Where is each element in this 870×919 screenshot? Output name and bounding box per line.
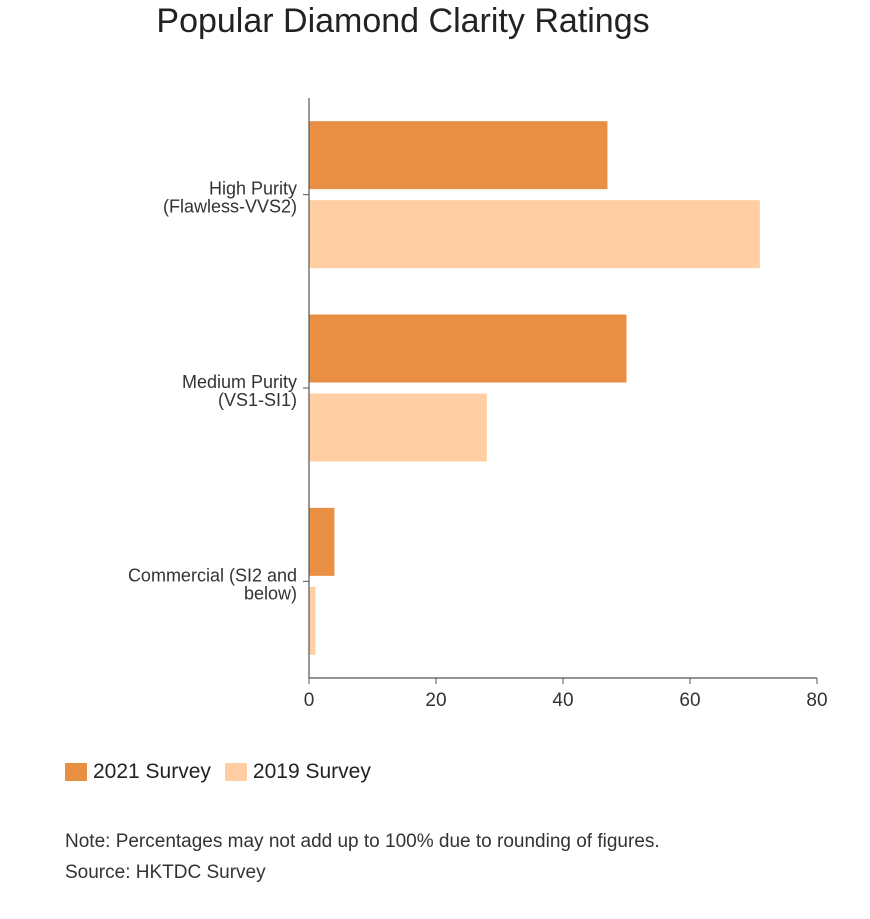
footnotes: Note: Percentages may not add up to 100%… [65, 826, 660, 888]
legend-label-2021: 2021 Survey [93, 760, 211, 783]
y-tick-label-line: Commercial (SI2 and [128, 565, 297, 585]
bar-2021-survey-2[interactable] [309, 507, 335, 576]
legend: 2021 Survey 2019 Survey [65, 760, 385, 784]
x-tick-label-0: 0 [304, 690, 315, 711]
y-tick-label-1: Medium Purity (VS1-SI1) [182, 372, 297, 410]
y-tick-label-2: Commercial (SI2 and below) [128, 565, 297, 603]
y-tick-label-line: below) [244, 583, 297, 603]
note-text: Note: Percentages may not add up to 100%… [65, 831, 660, 852]
bar-2019-survey-2[interactable] [309, 586, 316, 655]
bar-chart: High Purity (Flawless-VVS2)Medium Purity(… [128, 98, 828, 711]
y-tick-label-0: High Purity (Flawless-VVS2) [163, 179, 297, 217]
bar-2021-survey-0[interactable] [309, 121, 608, 190]
y-tick-label-line: High Purity [209, 179, 297, 199]
legend-swatch-2019 [224, 763, 247, 781]
bar-2019-survey-0[interactable] [309, 200, 760, 269]
y-tick-label-line: (VS1-SI1) [218, 390, 297, 410]
source-text: Source: HKTDC Survey [65, 862, 266, 883]
x-tick-label-4: 80 [806, 690, 827, 711]
x-tick-label-1: 20 [425, 690, 446, 711]
y-tick-label-line: Medium Purity [182, 372, 297, 392]
legend-item-2019[interactable]: 2019 Survey [224, 760, 371, 784]
legend-item-2021[interactable]: 2021 Survey [65, 760, 211, 784]
bar-2021-survey-1[interactable] [309, 314, 627, 383]
legend-label-2019: 2019 Survey [252, 760, 371, 783]
bar-2019-survey-1[interactable] [309, 393, 487, 462]
y-tick-label-line: (Flawless-VVS2) [163, 197, 297, 217]
chart-title: Popular Diamond Clarity Ratings [156, 2, 650, 40]
legend-swatch-2021 [65, 763, 87, 781]
x-tick-label-2: 40 [552, 690, 573, 711]
x-tick-label-3: 60 [679, 690, 700, 711]
